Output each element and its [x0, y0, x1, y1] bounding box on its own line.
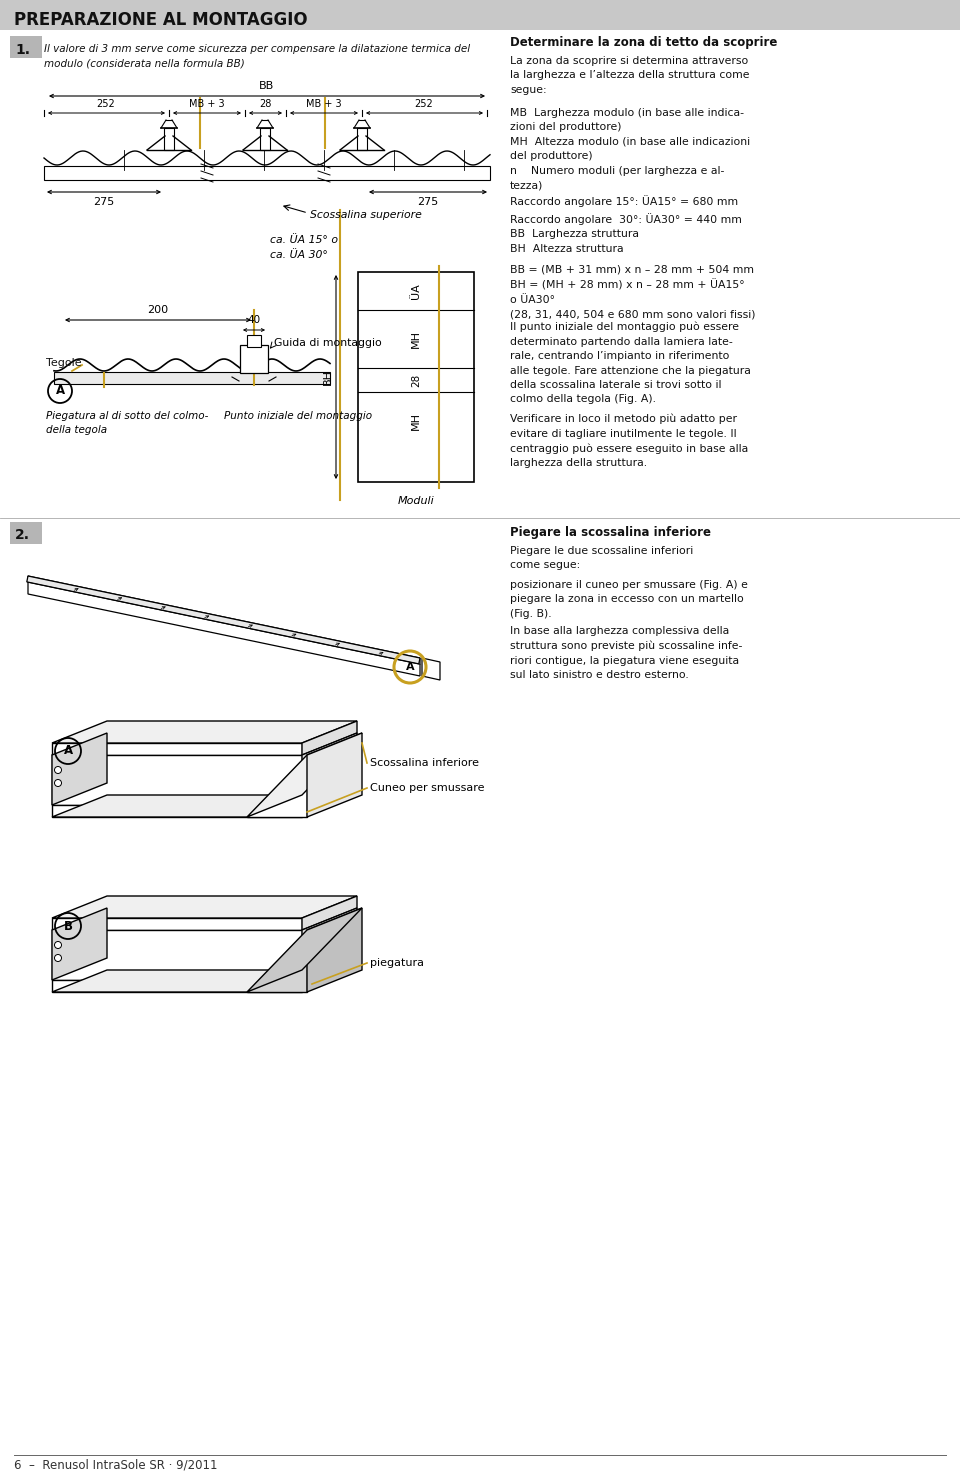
Text: 2.: 2. — [15, 528, 30, 541]
Text: Il punto iniziale del montaggio può essere
determinato partendo dalla lamiera la: Il punto iniziale del montaggio può esse… — [510, 322, 751, 404]
Polygon shape — [247, 930, 307, 992]
Polygon shape — [307, 908, 362, 992]
Text: 28: 28 — [411, 373, 421, 386]
Polygon shape — [302, 720, 357, 754]
Text: ca. ÜA 15° o: ca. ÜA 15° o — [270, 235, 338, 246]
Text: BB = (MB + 31 mm) x n – 28 mm + 504 mm
BH = (MH + 28 mm) x n – 28 mm + ÜA15°
o Ü: BB = (MB + 31 mm) x n – 28 mm + 504 mm B… — [510, 263, 756, 319]
Polygon shape — [302, 734, 357, 805]
Polygon shape — [52, 970, 357, 992]
Polygon shape — [52, 805, 302, 816]
Text: PREPARAZIONE AL MONTAGGIO: PREPARAZIONE AL MONTAGGIO — [14, 10, 307, 30]
Text: Scossalina inferiore: Scossalina inferiore — [370, 759, 479, 768]
Text: 252: 252 — [415, 99, 433, 109]
Text: MB + 3: MB + 3 — [306, 99, 342, 109]
Text: MH: MH — [411, 413, 421, 430]
Text: Il valore di 3 mm serve come sicurezza per compensare la dilatazione termica del: Il valore di 3 mm serve come sicurezza p… — [44, 44, 470, 68]
Text: 6  –  Renusol IntraSole SR · 9/2011: 6 – Renusol IntraSole SR · 9/2011 — [14, 1458, 218, 1472]
Text: Piegatura al di sotto del colmo-: Piegatura al di sotto del colmo- — [46, 411, 208, 422]
Polygon shape — [422, 658, 440, 680]
Text: posizionare il cuneo per smussare (Fig. A) e
piegare la zona in eccesso con un m: posizionare il cuneo per smussare (Fig. … — [510, 580, 748, 618]
Polygon shape — [52, 896, 357, 918]
Text: 1.: 1. — [15, 43, 30, 58]
Polygon shape — [247, 734, 362, 816]
Text: 28: 28 — [259, 99, 271, 109]
Bar — [164, 129, 174, 149]
Circle shape — [55, 766, 61, 774]
Text: 200: 200 — [148, 305, 169, 315]
Text: Tegole: Tegole — [46, 358, 82, 368]
Text: 275: 275 — [418, 197, 439, 207]
Text: piegatura: piegatura — [370, 958, 424, 967]
Polygon shape — [302, 908, 357, 981]
Text: 275: 275 — [93, 197, 114, 207]
Bar — [260, 129, 270, 149]
Bar — [44, 166, 490, 180]
Bar — [54, 373, 330, 385]
Polygon shape — [302, 896, 357, 930]
Polygon shape — [52, 734, 357, 754]
Text: Moduli: Moduli — [397, 495, 434, 506]
Polygon shape — [247, 908, 362, 992]
Polygon shape — [52, 981, 302, 992]
Text: La zona da scoprire si determina attraverso
la larghezza e l’altezza della strut: La zona da scoprire si determina attrave… — [510, 56, 750, 95]
Bar — [358, 272, 474, 482]
Polygon shape — [52, 918, 302, 930]
Polygon shape — [52, 720, 357, 742]
Bar — [10, 35, 42, 58]
Bar — [247, 336, 261, 348]
Bar — [357, 129, 367, 149]
Text: B: B — [63, 920, 73, 932]
Polygon shape — [52, 734, 107, 805]
Text: BH: BH — [323, 368, 333, 385]
Polygon shape — [28, 575, 420, 676]
Text: 252: 252 — [97, 99, 115, 109]
Text: Verificare in loco il metodo più adatto per
evitare di tagliare inutilmente le t: Verificare in loco il metodo più adatto … — [510, 414, 748, 469]
Polygon shape — [52, 754, 302, 805]
Text: ÜA: ÜA — [411, 282, 421, 299]
Text: BB: BB — [259, 81, 275, 92]
Polygon shape — [302, 958, 357, 992]
Polygon shape — [247, 754, 307, 816]
Text: MB + 3: MB + 3 — [189, 99, 225, 109]
Polygon shape — [52, 908, 107, 981]
Polygon shape — [52, 930, 302, 981]
Text: A: A — [406, 663, 415, 671]
Circle shape — [55, 942, 61, 948]
Polygon shape — [27, 575, 420, 664]
Text: Piegare la scossalina inferiore: Piegare la scossalina inferiore — [510, 527, 711, 538]
Text: Cuneo per smussare: Cuneo per smussare — [370, 782, 485, 793]
Polygon shape — [302, 782, 357, 816]
Text: In base alla larghezza complessiva della
struttura sono previste più scossaline : In base alla larghezza complessiva della… — [510, 626, 742, 680]
Text: A: A — [56, 385, 64, 398]
Text: MB  Larghezza modulo (in base alle indica-
zioni del produttore)
MH  Altezza mod: MB Larghezza modulo (in base alle indica… — [510, 108, 750, 253]
Text: Punto iniziale del montaggio: Punto iniziale del montaggio — [224, 411, 372, 422]
Bar — [0, 0, 960, 30]
Bar — [10, 522, 42, 544]
Text: A: A — [63, 744, 73, 757]
Text: ca. ÜA 30°: ca. ÜA 30° — [270, 250, 328, 260]
Polygon shape — [307, 734, 362, 816]
Text: Scossalina superiore: Scossalina superiore — [310, 210, 421, 220]
Text: Guida di montaggio: Guida di montaggio — [274, 339, 382, 348]
Text: della tegola: della tegola — [46, 424, 108, 435]
Text: Piegare le due scossaline inferiori
come segue:: Piegare le due scossaline inferiori come… — [510, 546, 693, 571]
Text: Determinare la zona di tetto da scoprire: Determinare la zona di tetto da scoprire — [510, 35, 778, 49]
Polygon shape — [52, 742, 302, 754]
Circle shape — [55, 779, 61, 787]
Text: 40: 40 — [248, 315, 260, 325]
Bar — [240, 345, 268, 373]
Text: MH: MH — [411, 330, 421, 348]
Circle shape — [55, 954, 61, 961]
Polygon shape — [52, 796, 357, 816]
